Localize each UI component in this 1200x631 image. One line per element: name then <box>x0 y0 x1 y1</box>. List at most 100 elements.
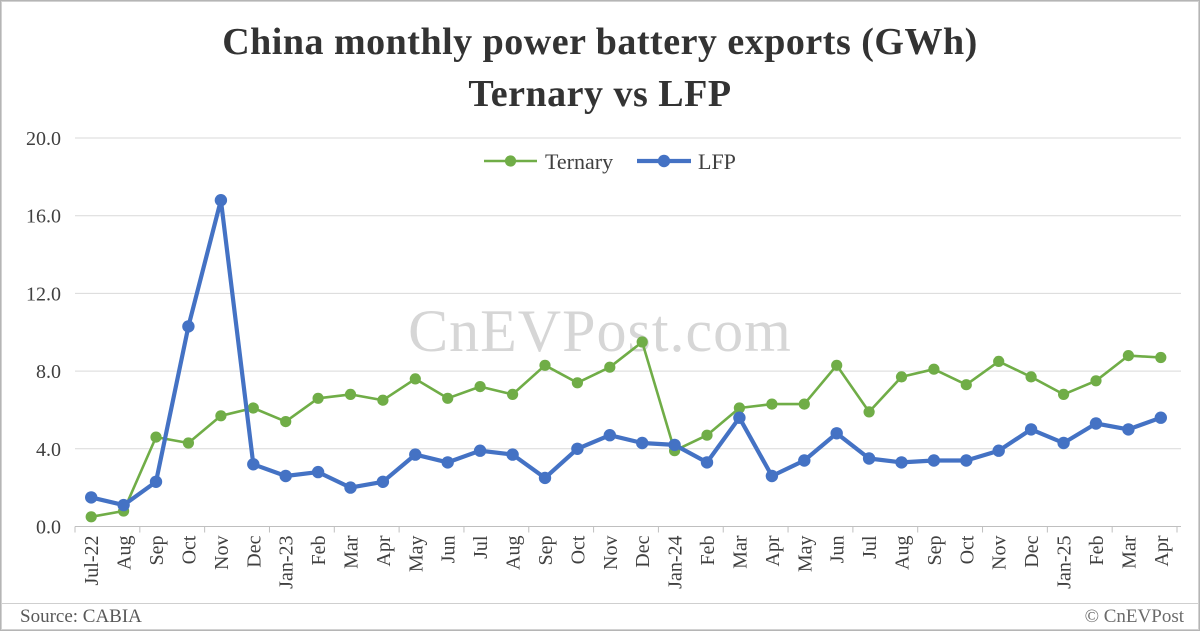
series-ternary-marker <box>733 402 746 414</box>
series-ternary-marker <box>247 402 259 414</box>
series-ternary-marker <box>766 398 778 410</box>
series-lfp-marker <box>1089 417 1103 430</box>
x-axis-tick-label: May <box>794 536 816 573</box>
series-ternary-line <box>89 340 1163 519</box>
x-axis-tick-label: Dec <box>1021 535 1043 567</box>
footer-bar: Source: CABIA © CnEVPost <box>2 603 1198 629</box>
chart-title-line-1: China monthly power battery exports (GWh… <box>222 21 978 63</box>
x-axis-tick-label: Jul <box>859 535 881 559</box>
watermark-text: CnEVPost.com <box>408 298 792 364</box>
legend-marker-ternary <box>504 155 517 167</box>
series-ternary-marker <box>507 388 519 400</box>
series-ternary-marker <box>798 398 810 410</box>
series-ternary-marker <box>182 437 194 449</box>
series-lfp-marker <box>409 448 422 461</box>
x-axis-tick-label: Mar <box>729 535 751 569</box>
y-axis-tick-label: 12.0 <box>26 283 61 305</box>
y-axis-tick-label: 16.0 <box>26 206 61 228</box>
series-lfp-marker <box>85 491 98 504</box>
series-lfp-marker <box>506 448 519 461</box>
series-ternary-marker <box>312 392 324 404</box>
series-lfp-marker <box>765 469 779 483</box>
x-axis-tick-label: Feb <box>697 536 719 566</box>
y-axis-tick-label: 0.0 <box>36 517 61 539</box>
x-axis-tick-label: Oct <box>178 535 200 564</box>
x-axis-tick-label: Mar <box>341 535 363 569</box>
series-lfp-marker <box>1154 411 1168 424</box>
series-ternary-marker <box>409 373 421 385</box>
x-axis-tick-label: Apr <box>373 535 395 566</box>
series-ternary-marker <box>474 381 486 393</box>
series-ternary-marker <box>442 392 454 404</box>
series-lfp-marker <box>117 498 130 512</box>
series-lfp-marker <box>862 452 876 465</box>
x-axis-tick-label: Feb <box>1086 536 1108 566</box>
series-ternary-marker <box>863 406 875 418</box>
series-ternary-marker <box>1122 350 1134 362</box>
chart-title-line-2: Ternary vs LFP <box>468 73 732 115</box>
series-ternary-marker <box>85 511 97 523</box>
x-axis-tick-label: Jan-25 <box>1054 536 1076 589</box>
series-lfp-marker <box>441 456 454 469</box>
x-axis-tick-label: Aug <box>503 536 525 570</box>
series-ternary-marker <box>280 416 292 428</box>
x-axis-tick-label: Dec <box>243 535 265 567</box>
x-axis-tick-label: Sep <box>535 536 557 566</box>
source-label: Source: CABIA <box>20 606 142 627</box>
x-axis-tick-label: Aug <box>892 536 914 570</box>
credit-label: © CnEVPost <box>1084 606 1184 627</box>
series-ternary-marker <box>539 359 551 371</box>
series-lfp-line <box>89 198 1163 508</box>
x-axis-tick-label: Sep <box>146 536 168 566</box>
series-ternary-marker <box>150 431 162 443</box>
series-lfp-marker <box>1057 436 1070 450</box>
series-lfp-marker <box>960 454 973 467</box>
series-lfp-marker <box>311 465 325 479</box>
series-ternary-marker <box>215 410 227 422</box>
y-axis-tick-label: 8.0 <box>36 361 61 383</box>
series-ternary-marker <box>895 371 908 383</box>
x-axis-tick-label: Jan-23 <box>276 536 298 589</box>
x-axis-tick-label: Jul-22 <box>81 536 103 586</box>
x-axis-tick-label: Oct <box>956 535 978 564</box>
x-axis-tick-label: Jan-24 <box>665 536 687 589</box>
series-ternary-marker <box>1090 375 1102 387</box>
series-lfp-marker <box>376 475 390 488</box>
series-lfp-marker <box>182 320 195 333</box>
x-axis-tick-label: Nov <box>600 536 622 570</box>
series-lfp-marker <box>473 444 487 457</box>
x-axis-tick-label: Dec <box>632 535 654 567</box>
legend-label-lfp: LFP <box>698 149 736 174</box>
series-lfp-marker <box>571 442 584 455</box>
series-lfp-marker <box>538 471 552 485</box>
series-lfp-marker <box>668 438 681 452</box>
y-axis-tick-label: 4.0 <box>36 439 61 461</box>
series-lfp-marker <box>344 481 357 494</box>
series-lfp-marker <box>733 411 746 424</box>
x-axis-tick-label: May <box>405 536 427 573</box>
x-axis-tick-label: Aug <box>114 536 136 570</box>
series-ternary-marker <box>571 377 584 389</box>
x-axis-tick-label: Oct <box>567 535 589 564</box>
x-axis-tick-label: Apr <box>762 535 784 566</box>
series-lfp-marker <box>279 469 292 483</box>
series-ternary-marker <box>1058 388 1070 400</box>
series-lfp-marker <box>830 427 843 440</box>
series-ternary-marker <box>993 355 1005 367</box>
series-ternary-marker <box>344 388 357 400</box>
series-ternary-marker <box>928 363 940 375</box>
series-lfp-marker <box>1122 423 1135 436</box>
series-lfp-marker <box>603 429 616 442</box>
y-axis-tick-label: 20.0 <box>26 128 61 150</box>
series-lfp-marker <box>895 456 908 469</box>
series-lfp-marker <box>992 444 1005 457</box>
series-lfp-marker <box>149 475 163 488</box>
series-lfp-marker <box>214 194 228 207</box>
series-lfp-marker <box>798 454 811 467</box>
series-ternary-marker <box>377 394 389 406</box>
series-lfp-marker <box>247 458 260 471</box>
series-ternary-marker <box>1025 371 1037 383</box>
series-ternary-marker <box>831 359 843 371</box>
